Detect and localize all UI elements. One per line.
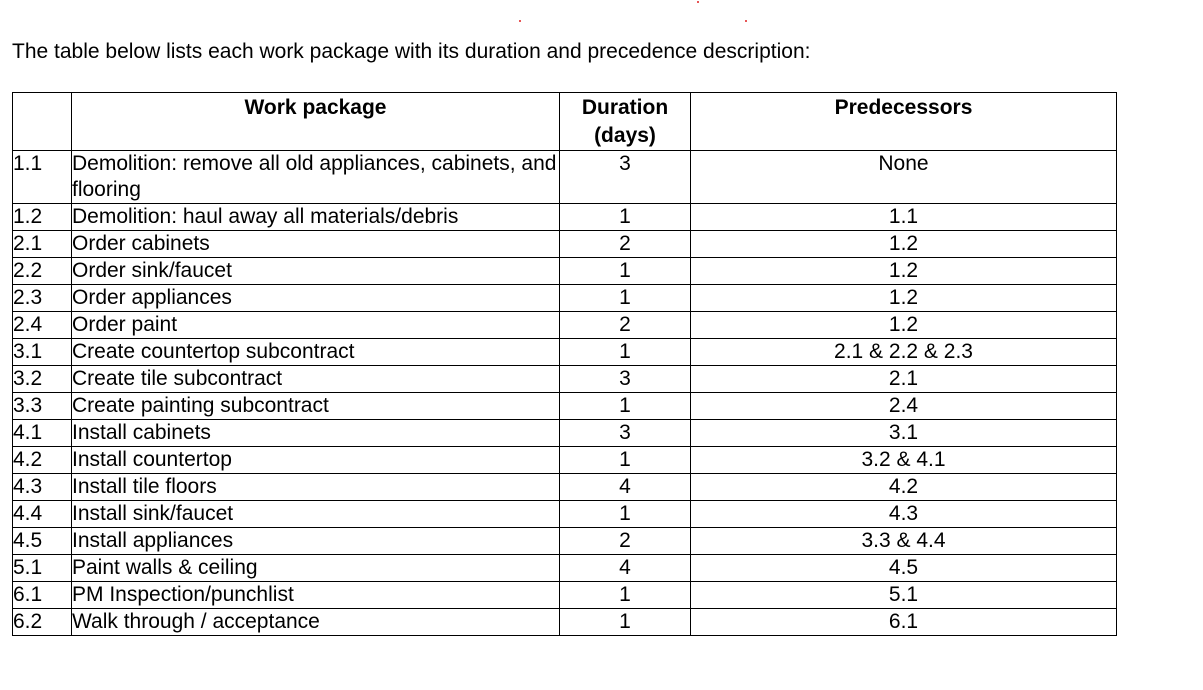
table-row: 6.1 PM Inspection/punchlist 1 5.1 bbox=[12, 581, 1117, 609]
row-duration: 4 bbox=[559, 473, 691, 501]
header-predecessors: Predecessors bbox=[690, 92, 1117, 151]
row-id: 4.2 bbox=[12, 446, 72, 474]
row-work-package: Install countertop bbox=[71, 446, 560, 474]
table-row: 3.3 Create painting subcontract 1 2.4 bbox=[12, 392, 1117, 420]
row-predecessors: 1.2 bbox=[690, 311, 1117, 339]
table-row: 1.1 Demolition: remove all old appliances… bbox=[12, 150, 1117, 204]
row-work-package: Order appliances bbox=[71, 284, 560, 312]
table-row: 4.2 Install countertop 1 3.2 & 4.1 bbox=[12, 446, 1117, 474]
row-predecessors: 1.2 bbox=[690, 284, 1117, 312]
row-id: 2.4 bbox=[12, 311, 72, 339]
row-predecessors: 1.2 bbox=[690, 257, 1117, 285]
table-row: 3.1 Create countertop subcontract 1 2.1 & 2… bbox=[12, 338, 1117, 366]
row-predecessors: 1.2 bbox=[690, 230, 1117, 258]
red-dot-mark bbox=[697, 1, 699, 3]
row-id: 4.1 bbox=[12, 419, 72, 447]
row-id: 5.1 bbox=[12, 554, 72, 582]
table-row: 6.2 Walk through / acceptance 1 6.1 bbox=[12, 608, 1117, 636]
row-duration: 1 bbox=[559, 203, 691, 231]
row-predecessors: 5.1 bbox=[690, 581, 1117, 609]
row-work-package: Create tile subcontract bbox=[71, 365, 560, 393]
row-duration: 1 bbox=[559, 284, 691, 312]
row-id: 3.3 bbox=[12, 392, 72, 420]
row-id: 3.2 bbox=[12, 365, 72, 393]
row-work-package: Create countertop subcontract bbox=[71, 338, 560, 366]
row-work-package: Install appliances bbox=[71, 527, 560, 555]
red-dot-mark bbox=[745, 20, 747, 22]
row-work-package: Paint walls & ceiling bbox=[71, 554, 560, 582]
table-row: 5.1 Paint walls & ceiling 4 4.5 bbox=[12, 554, 1117, 582]
row-predecessors: None bbox=[690, 150, 1117, 204]
header-duration: Duration (days) bbox=[559, 92, 691, 151]
row-duration: 1 bbox=[559, 392, 691, 420]
row-duration: 2 bbox=[559, 527, 691, 555]
table-row: 2.4 Order paint 2 1.2 bbox=[12, 311, 1117, 339]
row-work-package: Create painting subcontract bbox=[71, 392, 560, 420]
row-id: 2.1 bbox=[12, 230, 72, 258]
row-predecessors: 3.1 bbox=[690, 419, 1117, 447]
row-work-package: Demolition: remove all old appliances, c… bbox=[71, 150, 560, 204]
table-body: 1.1 Demolition: remove all old appliances… bbox=[12, 150, 1117, 636]
row-work-package: Install tile floors bbox=[71, 473, 560, 501]
row-duration: 1 bbox=[559, 446, 691, 474]
row-id: 6.2 bbox=[12, 608, 72, 636]
row-work-package: Order sink/faucet bbox=[71, 257, 560, 285]
row-duration: 2 bbox=[559, 230, 691, 258]
row-predecessors: 2.1 bbox=[690, 365, 1117, 393]
table-row: 2.2 Order sink/faucet 1 1.2 bbox=[12, 257, 1117, 285]
row-duration: 1 bbox=[559, 257, 691, 285]
row-id: 1.1 bbox=[12, 150, 72, 204]
row-duration: 1 bbox=[559, 608, 691, 636]
row-predecessors: 3.2 & 4.1 bbox=[690, 446, 1117, 474]
row-duration: 1 bbox=[559, 581, 691, 609]
row-predecessors: 4.2 bbox=[690, 473, 1117, 501]
row-id: 3.1 bbox=[12, 338, 72, 366]
row-work-package: Install cabinets bbox=[71, 419, 560, 447]
row-predecessors: 4.5 bbox=[690, 554, 1117, 582]
row-predecessors: 2.1 & 2.2 & 2.3 bbox=[690, 338, 1117, 366]
table-row: 4.1 Install cabinets 3 3.1 bbox=[12, 419, 1117, 447]
row-work-package: Order paint bbox=[71, 311, 560, 339]
row-predecessors: 3.3 & 4.4 bbox=[690, 527, 1117, 555]
row-work-package: PM Inspection/punchlist bbox=[71, 581, 560, 609]
row-predecessors: 2.4 bbox=[690, 392, 1117, 420]
row-id: 4.3 bbox=[12, 473, 72, 501]
table-row: 2.1 Order cabinets 2 1.2 bbox=[12, 230, 1117, 258]
row-predecessors: 6.1 bbox=[690, 608, 1117, 636]
row-duration: 1 bbox=[559, 338, 691, 366]
header-id bbox=[12, 92, 72, 151]
row-work-package: Install sink/faucet bbox=[71, 500, 560, 528]
row-id: 2.2 bbox=[12, 257, 72, 285]
table-row: 4.3 Install tile floors 4 4.2 bbox=[12, 473, 1117, 501]
table-row: 2.3 Order appliances 1 1.2 bbox=[12, 284, 1117, 312]
row-id: 6.1 bbox=[12, 581, 72, 609]
row-id: 4.4 bbox=[12, 500, 72, 528]
row-duration: 1 bbox=[559, 500, 691, 528]
red-dot-mark bbox=[519, 20, 521, 22]
row-id: 2.3 bbox=[12, 284, 72, 312]
row-duration: 3 bbox=[559, 150, 691, 204]
row-duration: 3 bbox=[559, 365, 691, 393]
row-duration: 3 bbox=[559, 419, 691, 447]
row-duration: 4 bbox=[559, 554, 691, 582]
row-predecessors: 4.3 bbox=[690, 500, 1117, 528]
table-row: 3.2 Create tile subcontract 3 2.1 bbox=[12, 365, 1117, 393]
row-duration: 2 bbox=[559, 311, 691, 339]
table-header-row: Work package Duration (days) Predecessor… bbox=[12, 92, 1117, 151]
row-id: 1.2 bbox=[12, 203, 72, 231]
row-predecessors: 1.1 bbox=[690, 203, 1117, 231]
table-row: 4.4 Install sink/faucet 1 4.3 bbox=[12, 500, 1117, 528]
row-work-package: Order cabinets bbox=[71, 230, 560, 258]
table-row: 4.5 Install appliances 2 3.3 & 4.4 bbox=[12, 527, 1117, 555]
header-work-package: Work package bbox=[71, 92, 560, 151]
table-row: 1.2 Demolition: haul away all materials/d… bbox=[12, 203, 1117, 231]
row-work-package: Demolition: haul away all materials/debr… bbox=[71, 203, 560, 231]
row-work-package: Walk through / acceptance bbox=[71, 608, 560, 636]
row-id: 4.5 bbox=[12, 527, 72, 555]
work-package-table: Work package Duration (days) Predecessor… bbox=[12, 92, 1117, 636]
intro-paragraph: The table below lists each work package … bbox=[12, 40, 811, 63]
